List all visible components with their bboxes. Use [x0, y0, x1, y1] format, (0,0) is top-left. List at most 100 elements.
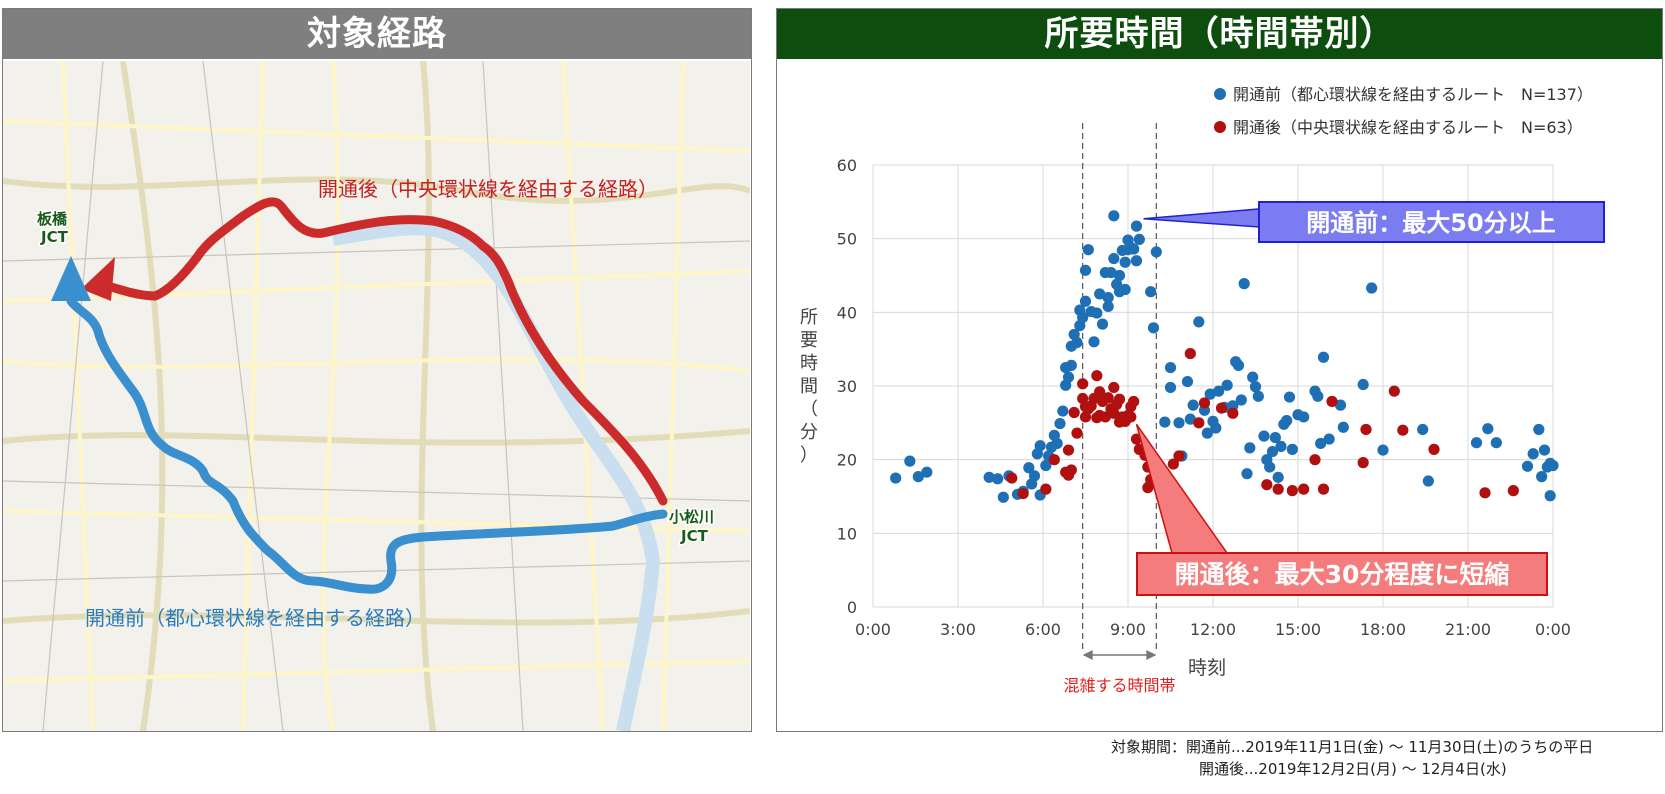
before-data-point	[992, 473, 1004, 485]
before-data-point	[1071, 336, 1083, 349]
before-data-point	[1252, 390, 1264, 402]
x-tick-label: 21:00	[1445, 620, 1491, 639]
before-data-point	[1077, 311, 1089, 324]
before-data-point	[1164, 381, 1177, 394]
map-rail-lines	[3, 61, 750, 731]
after-data-point	[1298, 483, 1310, 495]
y-axis-label-char: 時	[800, 353, 818, 374]
before-data-point	[1275, 440, 1287, 453]
before-data-point	[1091, 307, 1103, 319]
chart-panel: 所要時間（時間帯別） 0 10 20 30 40 50 60 0:00 3:00 6:00 9:00…	[776, 8, 1663, 732]
river	[331, 221, 661, 731]
before-data-point	[1159, 416, 1171, 428]
callout-after-box	[1136, 552, 1548, 596]
y-axis-label-char: 間	[800, 376, 818, 397]
legend-before-label: 開通前（都心環状線を経由するルート N=137）	[1233, 85, 1593, 104]
before-data-point	[1201, 427, 1213, 439]
before-data-point	[1235, 394, 1247, 406]
before-data-point	[1164, 361, 1177, 374]
before-data-point	[1281, 415, 1293, 427]
before-data-point	[890, 472, 902, 484]
after-route-label: 開通後（中央環状線を経由する経路）	[318, 177, 658, 201]
data-points	[890, 210, 1559, 503]
before-data-point	[1147, 322, 1160, 334]
after-data-point	[1479, 487, 1491, 499]
before-data-point	[1187, 399, 1199, 411]
footnote-line-after: 開通後...2019年12月2日(月) ～ 12月4日(水)	[1199, 760, 1507, 778]
before-data-point	[1102, 300, 1114, 313]
after-data-point	[1357, 457, 1369, 469]
before-data-point	[1173, 417, 1185, 429]
before-data-point	[1150, 246, 1162, 258]
before-data-point	[1417, 423, 1429, 436]
grid-lines	[872, 164, 1554, 608]
chart-title: 所要時間（時間帯別）	[777, 9, 1662, 59]
before-data-point	[1264, 461, 1276, 473]
x-tick-label: 18:00	[1360, 620, 1406, 639]
route-map: 開通後（中央環状線を経由する経路） 開通前（都心環状線を経由する経路） 板橋 J…	[3, 61, 750, 731]
after-data-point	[1184, 347, 1196, 360]
before-route-arrow	[51, 256, 91, 301]
after-data-point	[1068, 406, 1080, 419]
callout-after-text: 開通後：最大30分程度に短縮	[1175, 560, 1510, 589]
before-data-point	[1184, 413, 1196, 425]
before-data-point	[1130, 255, 1143, 267]
before-route-line	[66, 296, 668, 594]
after-data-point	[1286, 485, 1298, 497]
before-data-point	[1102, 292, 1114, 304]
before-data-point	[1249, 381, 1262, 393]
before-data-point	[1105, 266, 1117, 279]
before-data-point	[1193, 316, 1205, 328]
after-data-point	[1227, 407, 1239, 419]
y-axis-label-char: 所	[800, 307, 818, 328]
before-data-point	[1470, 437, 1483, 449]
after-data-point	[1108, 407, 1120, 419]
after-data-point	[1094, 386, 1106, 398]
after-data-point	[1215, 402, 1228, 414]
before-data-point	[1145, 286, 1157, 298]
x-tick-label: 12:00	[1190, 620, 1236, 639]
x-tick-label: 3:00	[940, 620, 976, 639]
after-data-point	[1388, 385, 1400, 397]
itabashi-jct-label-line1: 板橋	[37, 210, 68, 228]
map-title: 対象経路	[3, 9, 751, 59]
before-data-point	[1065, 359, 1077, 371]
before-data-point	[1204, 388, 1216, 400]
before-data-point	[1088, 336, 1100, 348]
before-data-point	[1283, 391, 1296, 403]
before-data-point	[1334, 399, 1347, 411]
after-data-point	[1017, 487, 1029, 500]
after-data-point	[1102, 392, 1114, 404]
callout-before-pointer	[1143, 208, 1260, 228]
before-data-point	[1317, 351, 1330, 363]
before-data-point	[904, 455, 916, 467]
callout-before-text: 開通前：最大50分以上	[1306, 209, 1555, 237]
before-data-point	[1023, 462, 1035, 474]
before-data-point	[1286, 443, 1298, 455]
before-data-point	[1128, 243, 1140, 255]
after-data-point	[1048, 454, 1060, 466]
before-data-point	[1377, 444, 1389, 456]
before-data-point	[1337, 421, 1349, 433]
before-data-point	[1096, 318, 1109, 330]
legend-after-label: 開通後（中央環状線を経由するルート N=63）	[1233, 118, 1583, 137]
y-axis-label-char: ）	[800, 445, 818, 466]
before-data-point	[1232, 359, 1245, 371]
before-data-point	[1108, 210, 1120, 222]
before-data-point	[1054, 417, 1066, 430]
before-data-point	[1323, 433, 1335, 445]
before-data-point	[1079, 295, 1092, 307]
y-axis-label-char: 分	[800, 422, 818, 443]
y-tick-label: 30	[837, 377, 857, 396]
after-route-line	[93, 197, 668, 506]
y-tick-label: 0	[847, 598, 857, 617]
after-data-point	[1108, 381, 1120, 394]
x-tick-label: 0:00	[855, 620, 891, 639]
y-tick-label: 50	[837, 230, 857, 249]
congestion-arrow-head-left	[1082, 650, 1093, 660]
period-footnote: 対象期間：開通前...2019年11月1日(金) ～ 11月30日(土)のうちの…	[1111, 736, 1593, 780]
before-data-point	[1490, 437, 1502, 449]
after-data-point	[1040, 483, 1052, 495]
komatsugawa-jct-label-line1: 小松川	[669, 508, 714, 526]
before-data-point	[1210, 422, 1222, 434]
